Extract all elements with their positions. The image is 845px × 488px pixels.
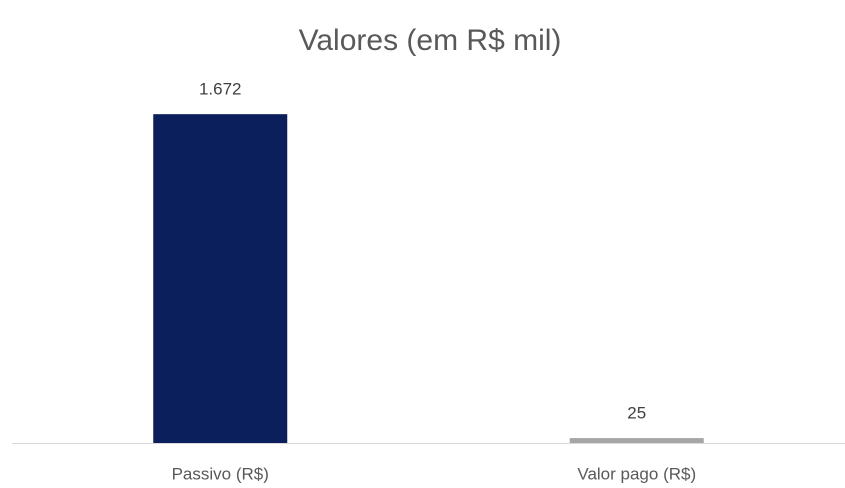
data-label: 25 [627,404,646,423]
x-tick-label: Valor pago (R$) [577,464,696,483]
x-tick-label: Passivo (R$) [172,464,269,483]
data-label: 1.672 [199,80,242,99]
chart-title: Valores (em R$ mil) [299,24,562,57]
bar [569,438,704,443]
bar [153,114,288,443]
